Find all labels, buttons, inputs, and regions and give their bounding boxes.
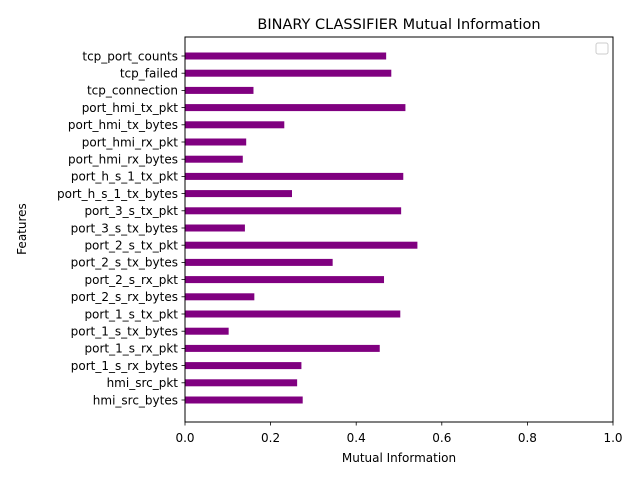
legend-box (595, 42, 609, 55)
y-tick-label: port_1_s_tx_bytes (71, 325, 178, 339)
y-tick-label: port_hmi_rx_pkt (82, 135, 179, 149)
bar-port-1-s-rx-pkt (185, 344, 380, 352)
y-tick-label: port_1_s_rx_bytes (71, 359, 178, 373)
bars-group (185, 52, 418, 404)
bar-hmi-src-pkt (185, 379, 298, 387)
y-tick-label: port_3_s_tx_bytes (71, 221, 178, 235)
x-tick-label: 0.0 (175, 431, 194, 445)
x-tick-label: 1.0 (603, 431, 622, 445)
bar-tcp-port-counts (185, 52, 387, 60)
y-tick-label: port_2_s_rx_bytes (71, 290, 178, 304)
y-tick-label: port_hmi_tx_pkt (82, 101, 179, 115)
y-tick-label: tcp_connection (87, 84, 178, 98)
y-tick-label: port_hmi_rx_bytes (68, 153, 178, 167)
bar-tcp-failed (185, 69, 392, 77)
bar-port-h-s-1-tx-bytes (185, 190, 292, 198)
x-axis-label: Mutual Information (342, 451, 456, 465)
y-tick-label: port_1_s_tx_pkt (84, 307, 178, 321)
y-tick-label: port_hmi_tx_bytes (68, 118, 178, 132)
bar-port-3-s-tx-bytes (185, 224, 245, 232)
bar-port-2-s-tx-bytes (185, 258, 333, 266)
y-tick-label: port_1_s_rx_pkt (85, 342, 179, 356)
y-tick-label: tcp_port_counts (82, 49, 178, 63)
bar-port-2-s-tx-pkt (185, 241, 418, 249)
x-axis-ticks: 0.0 0.2 0.4 0.6 0.8 1.0 (175, 422, 623, 445)
y-axis-label: Features (15, 203, 29, 255)
bar-tcp-connection (185, 86, 254, 94)
bar-port-hmi-tx-pkt (185, 104, 406, 112)
y-tick-label: port_h_s_1_tx_bytes (57, 187, 178, 201)
bar-port-1-s-tx-pkt (185, 310, 401, 318)
bar-port-2-s-rx-bytes (185, 293, 255, 301)
y-tick-label: port_3_s_tx_pkt (84, 204, 178, 218)
bar-port-3-s-tx-pkt (185, 207, 402, 215)
y-tick-label: port_2_s_tx_pkt (84, 239, 178, 253)
plot-area-frame (184, 36, 614, 423)
y-tick-label: hmi_src_pkt (107, 376, 179, 390)
bar-port-1-s-tx-bytes (185, 327, 229, 335)
x-tick-label: 0.6 (432, 431, 451, 445)
y-axis-ticks: hmi_src_bytes hmi_src_pkt port_1_s_rx_byte… (57, 49, 185, 407)
bar-port-hmi-tx-bytes (185, 121, 285, 129)
x-tick-label: 0.4 (347, 431, 366, 445)
bar-port-1-s-rx-bytes (185, 362, 302, 370)
bar-port-h-s-1-tx-pkt (185, 172, 404, 180)
y-tick-label: tcp_failed (120, 67, 178, 81)
y-tick-label: hmi_src_bytes (93, 393, 178, 407)
bar-port-hmi-rx-pkt (185, 138, 247, 146)
bar-port-hmi-rx-bytes (185, 155, 243, 163)
bar-port-2-s-rx-pkt (185, 276, 385, 284)
y-tick-label: port_2_s_tx_bytes (71, 256, 178, 270)
y-tick-label: port_2_s_rx_pkt (85, 273, 179, 287)
x-tick-label: 0.8 (518, 431, 537, 445)
bar-hmi-src-bytes (185, 396, 303, 404)
chart-title: BINARY CLASSIFIER Mutual Information (257, 17, 540, 33)
x-tick-label: 0.2 (261, 431, 280, 445)
y-tick-label: port_h_s_1_tx_pkt (71, 170, 178, 184)
